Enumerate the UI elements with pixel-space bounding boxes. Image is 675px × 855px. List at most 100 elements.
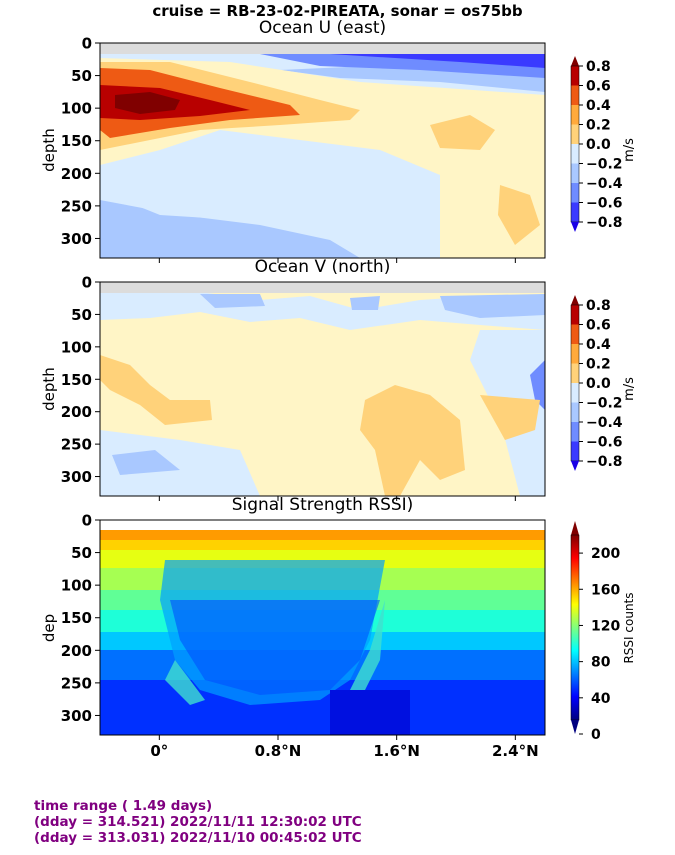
u-y-tick-label: 150 [61, 132, 92, 150]
rssi-colorbar: 200 160 120 80 40 0 [570, 521, 620, 743]
rssi-y-axis-label: dep [40, 614, 58, 642]
v-colorbar-tick-label: 0.8 [586, 298, 611, 314]
u-y-tick-label: 200 [61, 165, 92, 183]
u-colorbar-top-arrow [571, 56, 579, 66]
rssi-region-weak [330, 690, 410, 735]
v-y-tick-label: 150 [61, 371, 92, 389]
v-region-positive-east [480, 395, 540, 440]
v-region-positive-mid [360, 385, 465, 496]
v-y-tick-label: 250 [61, 436, 92, 454]
panel-rssi-title: Signal Strength RSSI) [231, 495, 414, 515]
u-colorbar: 0.8 0.6 0.4 0.2 0.0 −0.2 −0.4 −0.6 −0.8 [570, 56, 623, 232]
rssi-y-tick-label: 50 [71, 544, 92, 562]
panel-v: 0 50 100 150 200 250 300 depth [40, 274, 546, 501]
v-y-tick-label: 300 [61, 468, 92, 486]
u-colorbar-level [571, 66, 579, 86]
u-colorbar-level [571, 163, 579, 184]
u-y-tick-label: 0 [82, 35, 92, 53]
rssi-bands [100, 530, 545, 735]
figure-suptitle: cruise = RB-23-02-PIREATA, sonar = os75b… [152, 2, 523, 20]
rssi-region-edge-west [165, 660, 205, 705]
rssi-colorbar-gradient [570, 534, 580, 721]
v-colorbar-level [571, 383, 579, 403]
u-colorbar-level [571, 144, 579, 164]
u-colorbar-tick-label: 0.8 [586, 59, 611, 75]
rssi-x-tick-label: 0.8°N [255, 742, 302, 760]
rssi-colorbar-ticks: 200 160 120 80 40 0 [579, 546, 620, 743]
v-positive-regions [100, 355, 540, 496]
v-colorbar-tick-label: −0.2 [586, 396, 623, 412]
footer-start-time: (dday = 313.031) 2022/11/10 00:45:02 UTC [34, 830, 362, 846]
v-colorbar-tick-label: −0.6 [586, 435, 623, 451]
u-y-axis-label: depth [40, 128, 58, 172]
rssi-band-surface [100, 530, 545, 540]
u-colorbar-tick-label: −0.6 [586, 196, 623, 212]
figure-canvas: 0 50 100 150 200 250 300 depth [40, 35, 637, 761]
v-colorbar-level [571, 324, 579, 345]
v-y-tick-label: 0 [82, 274, 92, 292]
u-y-tick-label: 100 [61, 100, 92, 118]
v-colorbar: 0.8 0.6 0.4 0.2 0.0 −0.2 −0.4 −0.6 −0.8 [570, 295, 623, 471]
rssi-colorbar-tick-label: 200 [591, 546, 620, 562]
u-region-negative-core [330, 54, 545, 68]
u-field [100, 43, 545, 258]
rssi-y-tick-label: 150 [61, 609, 92, 627]
v-colorbar-tick-label: 0.4 [586, 337, 611, 353]
rssi-region-mid-lower [170, 600, 380, 695]
rssi-y-tick-label: 200 [61, 642, 92, 660]
v-region-negative-deep-west [100, 430, 260, 496]
v-colorbar-level [571, 363, 579, 384]
v-colorbar-level [571, 422, 579, 442]
v-y-tick-label: 50 [71, 306, 92, 324]
v-region-negative-east-core [530, 360, 545, 410]
rssi-x-ticks: 0° 0.8°N 1.6°N 2.4°N [150, 735, 539, 760]
v-y-ticks: 0 50 100 150 200 250 300 [61, 274, 100, 486]
u-y-tick-label: 250 [61, 197, 92, 215]
v-colorbar-tick-label: −0.4 [586, 415, 623, 431]
rssi-field [100, 520, 545, 735]
v-region-negative-patch-3 [440, 294, 545, 318]
u-colorbar-level [571, 202, 579, 223]
v-colorbar-level [571, 441, 579, 462]
v-y-axis-label: depth [40, 367, 58, 411]
rssi-x-tick-label: 2.4°N [492, 742, 539, 760]
u-colorbar-tick-label: −0.2 [586, 157, 623, 173]
rssi-region-edge-east [350, 600, 385, 700]
rssi-colorbar-bottom-arrow [571, 720, 579, 734]
u-colorbar-level [571, 105, 579, 125]
rssi-y-tick-label: 0 [82, 512, 92, 530]
v-negative-regions [100, 292, 545, 496]
v-colorbar-tick-label: 0.0 [586, 376, 611, 392]
v-colorbar-top-arrow [571, 295, 579, 305]
u-colorbar-level [571, 124, 579, 145]
u-plot-frame [99, 42, 546, 259]
v-colorbar-tick-label: 0.6 [586, 318, 611, 334]
u-colorbar-tick-label: 0.4 [586, 98, 611, 114]
v-colorbar-level [571, 344, 579, 364]
footer-end-time: (dday = 314.521) 2022/11/11 12:30:02 UTC [34, 814, 362, 830]
panel-rssi: 0 50 100 150 200 250 300 0° 0.8°N 1.6°N 2.4°N dep [40, 512, 546, 760]
u-colorbar-tick-label: 0.0 [586, 137, 611, 153]
u-colorbar-tick-label: −0.8 [586, 215, 623, 231]
rssi-colorbar-label: RSSI counts [622, 592, 636, 663]
u-nodata-band [100, 43, 545, 54]
rssi-plot-frame [99, 519, 546, 736]
v-y-tick-label: 200 [61, 403, 92, 421]
u-colorbar-level [571, 183, 579, 203]
rssi-colorbar-tick-label: 160 [591, 582, 620, 598]
u-colorbar-tick-label: 0.2 [586, 118, 611, 134]
v-field [100, 282, 545, 496]
u-region-positive-east [430, 115, 495, 150]
v-nodata-band [100, 282, 545, 293]
u-colorbar-tick-label: −0.4 [586, 176, 623, 192]
u-region-positive-core [115, 92, 180, 114]
rssi-colorbar-top-arrow [571, 521, 579, 535]
u-y-tick-label: 300 [61, 230, 92, 248]
rssi-band-1 [100, 540, 545, 550]
v-region-negative-deep-patch [112, 450, 180, 475]
rssi-colorbar-tick-label: 120 [591, 618, 620, 634]
rssi-colorbar-tick-label: 80 [591, 655, 611, 671]
v-colorbar-level [571, 402, 579, 423]
panel-v-title: Ocean V (north) [254, 257, 391, 277]
u-colorbar-level [571, 85, 579, 106]
